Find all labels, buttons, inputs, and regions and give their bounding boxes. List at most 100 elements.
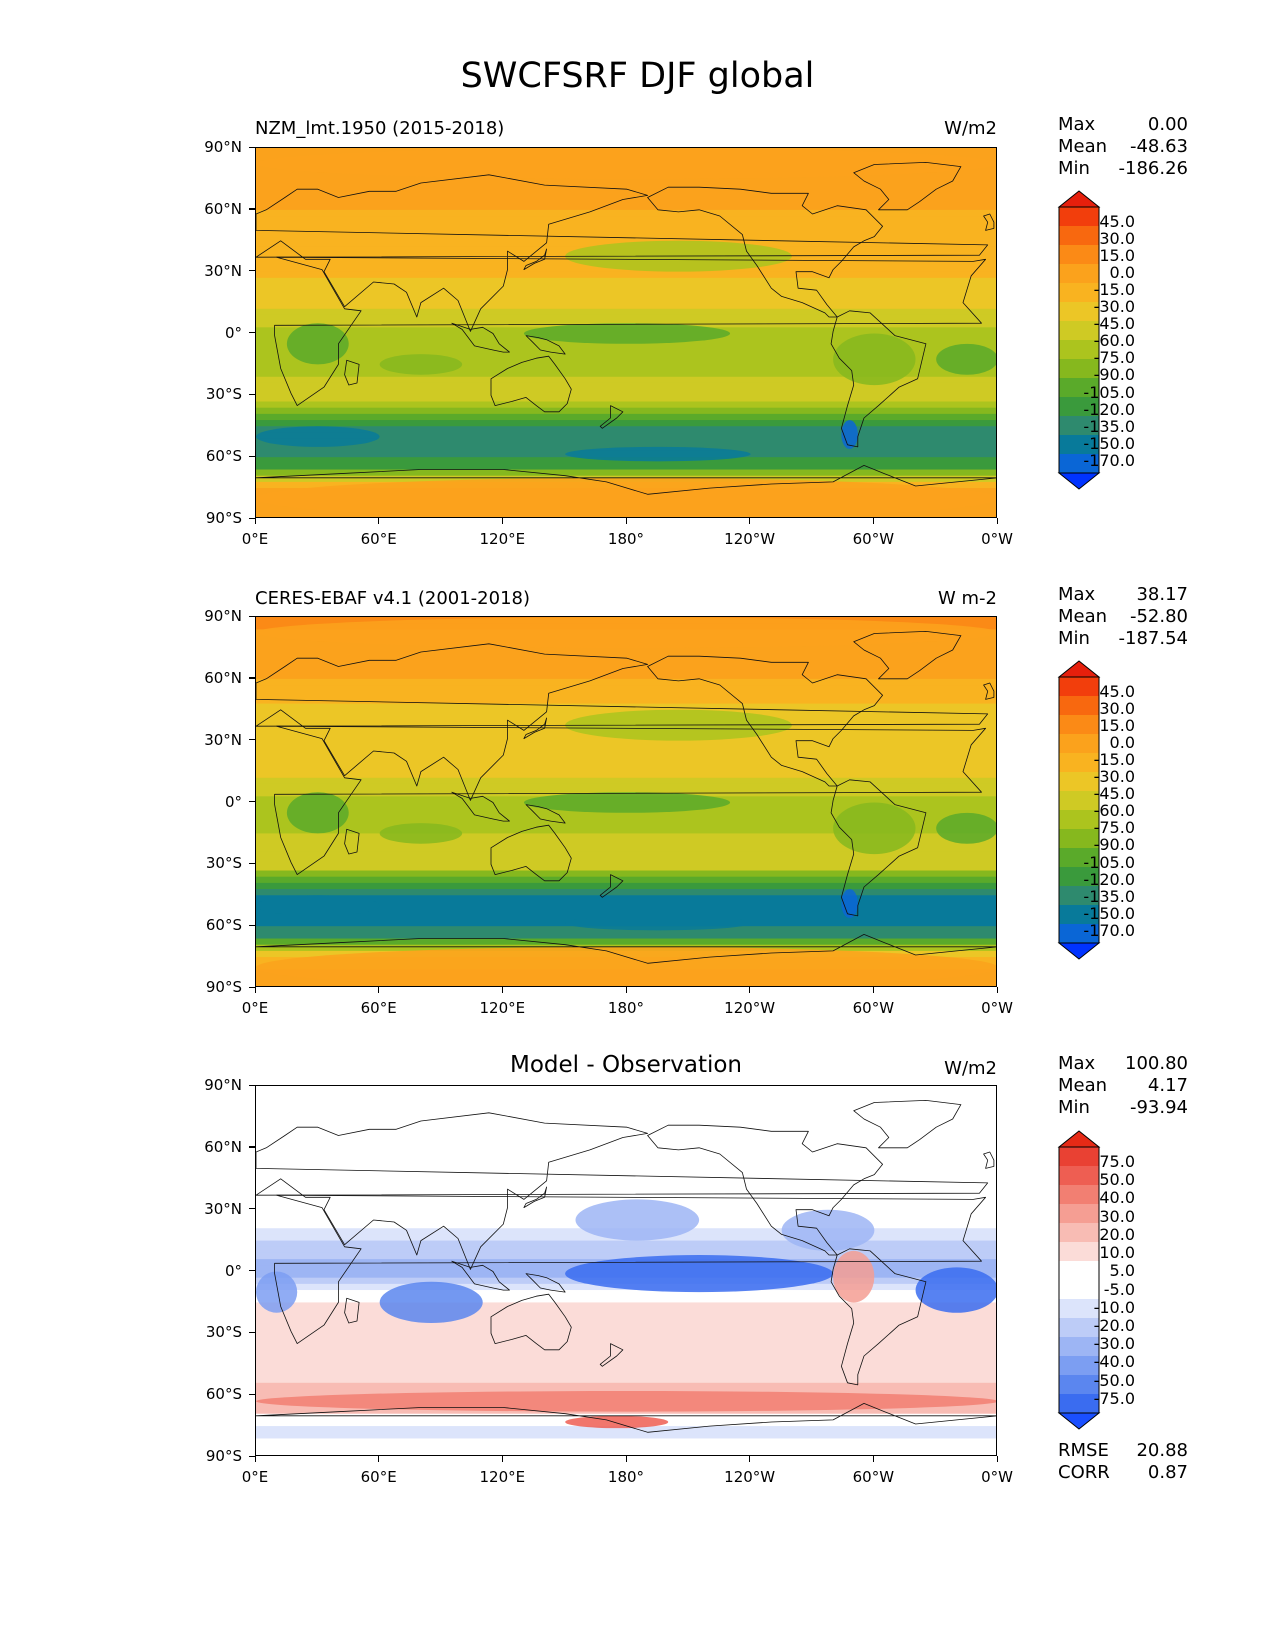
coastline: [274, 256, 986, 407]
stat-max: Max 38.17: [1058, 584, 1188, 605]
data-region: [936, 812, 996, 844]
lat-band: [256, 889, 996, 896]
coastline: [256, 1112, 989, 1270]
heatmap-observation: [256, 617, 996, 986]
colorbar-segment: [1059, 867, 1099, 887]
lat-band: [256, 1184, 996, 1192]
stat-mean: Mean -52.80: [1058, 606, 1188, 627]
lat-band: [256, 1333, 996, 1341]
panel-units: W/m2: [944, 1058, 997, 1079]
stat-max: Max 0.00: [1058, 114, 1188, 135]
y-tick-label: 0°: [224, 323, 242, 342]
y-tick: [249, 615, 255, 617]
colorbar-label: -60.0: [1093, 801, 1135, 821]
lat-band: [256, 395, 996, 403]
x-tick: [996, 1456, 998, 1462]
colorbar-label: -30.0: [1093, 767, 1135, 787]
coastline: [830, 310, 927, 448]
panel-units: W/m2: [944, 118, 997, 139]
colorbar-segment: [1059, 1299, 1099, 1319]
colorbar-label: 15.0: [1099, 716, 1135, 736]
x-tick-label: 60°E: [360, 530, 397, 548]
lat-band: [256, 469, 996, 477]
colorbar-segment: [1059, 1394, 1099, 1414]
colorbar-segment: [1059, 1185, 1099, 1205]
coastline: [983, 213, 995, 231]
colorbar-difference-svg: [1057, 1130, 1101, 1430]
y-tick-label: 60°S: [205, 1385, 242, 1404]
colorbar-segment: [1059, 416, 1099, 436]
lat-band: [256, 777, 996, 785]
lat-band: [256, 833, 996, 841]
x-tick-label: 0°E: [241, 530, 269, 548]
y-tick: [249, 986, 255, 988]
x-tick-label: 180°: [607, 1468, 645, 1486]
y-tick: [249, 1270, 255, 1272]
colorbar-segment: [1059, 340, 1099, 360]
lat-band: [256, 1432, 996, 1440]
y-tick: [249, 924, 255, 926]
y-tick: [249, 1146, 255, 1148]
colorbar-model: [1055, 190, 1107, 494]
map-observation: [255, 616, 997, 987]
lat-band: [256, 413, 996, 421]
lat-band: [256, 432, 996, 440]
lat-band: [256, 647, 996, 655]
lat-band: [256, 284, 996, 291]
colorbar-segment: [1059, 1318, 1099, 1338]
lat-band: [256, 1178, 996, 1186]
x-tick-label: 120°E: [479, 530, 526, 548]
colorbar-label: 40.0: [1099, 1188, 1135, 1208]
lat-band: [256, 1438, 996, 1446]
x-tick-label: 120°E: [479, 999, 526, 1017]
stats-difference: Max 100.80 Mean 4.17 Min -93.94: [1058, 1053, 1188, 1119]
colorbar-segment: [1059, 321, 1099, 341]
colorbar-segment: [1059, 1147, 1099, 1167]
lat-band: [256, 1290, 996, 1297]
x-tick: [625, 1456, 627, 1462]
data-region: [565, 446, 751, 462]
coastline: [525, 804, 566, 824]
coastline: [256, 643, 989, 801]
lat-band: [256, 1351, 996, 1359]
panel-title: NZM_lmt.1950 (2015-2018): [255, 118, 505, 139]
lat-band: [256, 938, 996, 946]
data-region: [833, 333, 916, 386]
heatmap-difference: [256, 1086, 996, 1455]
data-region: [286, 323, 349, 365]
data-region: [523, 323, 731, 344]
y-tick: [249, 208, 255, 210]
lat-band: [256, 1376, 996, 1384]
heatmap-model: [256, 148, 996, 517]
y-tick-label: 90°N: [204, 607, 242, 625]
data-region: [841, 889, 858, 918]
lat-band: [256, 1302, 996, 1310]
coastline: [344, 359, 360, 386]
y-tick: [249, 270, 255, 272]
lat-band: [256, 1147, 996, 1155]
lat-band: [256, 345, 996, 353]
y-tick-label: 30°S: [205, 385, 242, 404]
y-tick: [249, 677, 255, 679]
x-tick: [625, 518, 627, 524]
figure-title: SWCFSRF DJF global: [460, 56, 815, 96]
stats-model: Max 0.00 Mean -48.63 Min -186.26: [1058, 114, 1188, 180]
y-tick-label: 90°N: [204, 138, 242, 156]
lat-band: [256, 895, 996, 903]
colorbar-label: -170.0: [1083, 920, 1135, 940]
coastline: [830, 1248, 927, 1386]
colorbar-segment: [1059, 791, 1099, 811]
lat-band: [256, 654, 996, 661]
lat-band: [256, 1382, 996, 1390]
colorbar-label: 30.0: [1099, 229, 1135, 249]
y-tick: [249, 1455, 255, 1457]
colorbar-label: -10.0: [1093, 1297, 1135, 1317]
lat-band: [256, 1339, 996, 1347]
colorbar-segment: [1059, 734, 1099, 754]
x-tick: [254, 518, 256, 524]
y-tick-label: 90°S: [205, 978, 242, 996]
lat-band: [256, 302, 996, 310]
lat-band: [256, 370, 996, 378]
lat-band: [256, 463, 996, 471]
coastline: [525, 335, 566, 355]
